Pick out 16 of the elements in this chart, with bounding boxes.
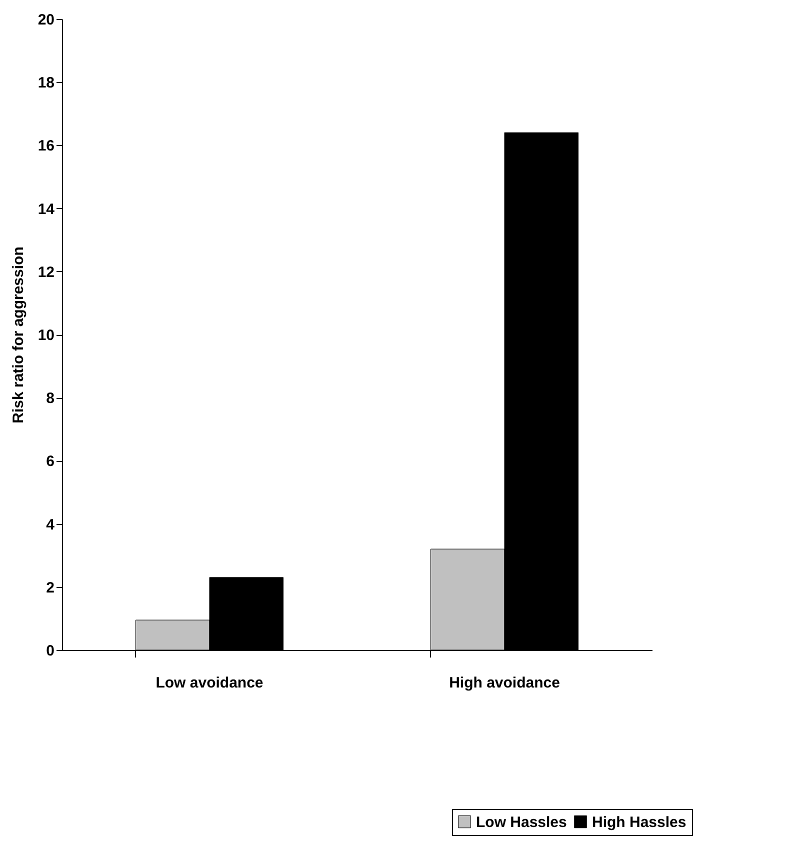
y-tick-label: 14 (38, 200, 56, 218)
y-axis-title: Risk ratio for aggression (10, 246, 27, 424)
y-tick-label: 6 (46, 453, 54, 470)
y-tick-label: 18 (38, 74, 54, 92)
x-tick-label: High avoidance (449, 674, 560, 692)
y-tick-label: 4 (46, 516, 56, 534)
y-tick-label: 2 (46, 579, 54, 596)
y-tick-label: 0 (46, 642, 54, 660)
y-tick-label: 12 (38, 264, 54, 281)
legend-label: Low Hassles (476, 814, 567, 831)
y-tick-label: 20 (38, 12, 54, 28)
y-tick-label: 8 (46, 390, 54, 408)
y-tick-label: 10 (38, 327, 54, 344)
y-tick-label: 16 (38, 138, 54, 155)
legend-label: High Hassles (592, 814, 686, 831)
x-tick-label: Low avoidance (156, 674, 264, 692)
